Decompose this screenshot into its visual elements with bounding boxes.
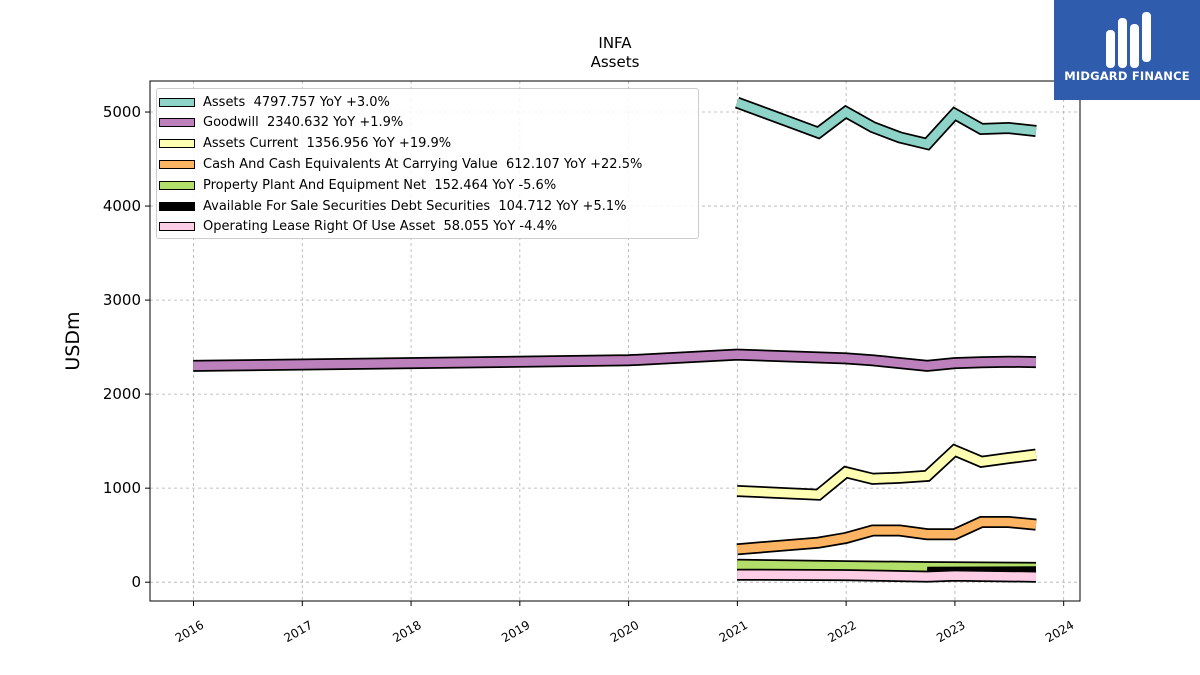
legend-item: Available For Sale Securities Debt Secur… bbox=[159, 196, 626, 216]
series-line bbox=[193, 350, 1037, 371]
chart-legend: Assets 4797.757 YoY +3.0% Goodwill 2340.6… bbox=[156, 88, 699, 239]
legend-label: Available For Sale Securities Debt Secur… bbox=[203, 198, 627, 214]
series-cash-and-cash-equivalents-at-carrying-value bbox=[736, 516, 1037, 556]
series-assets bbox=[735, 96, 1037, 151]
series-line bbox=[737, 570, 1037, 581]
legend-label: Operating Lease Right Of Use Asset 58.05… bbox=[203, 219, 558, 235]
x-tick-label: 2018 bbox=[390, 618, 423, 645]
legend-label: Assets Current 1356.956 YoY +19.9% bbox=[203, 136, 452, 152]
legend-swatch bbox=[159, 180, 195, 190]
y-axis-ticks: 0 1000 2000 3000 4000 5000 bbox=[103, 103, 150, 591]
x-tick-label: 2022 bbox=[825, 618, 858, 645]
legend-label: Property Plant And Equipment Net 152.464… bbox=[203, 177, 557, 193]
y-tick-label: 3000 bbox=[103, 291, 141, 309]
y-axis-label: USDm bbox=[62, 311, 84, 370]
series-layer bbox=[193, 96, 1037, 583]
series-line bbox=[736, 445, 1037, 500]
x-tick-label: 2016 bbox=[173, 618, 206, 645]
legend-swatch bbox=[159, 118, 195, 128]
y-tick-label: 5000 bbox=[103, 103, 141, 121]
series-line bbox=[735, 98, 1037, 149]
legend-swatch bbox=[159, 139, 195, 149]
chart-title: INFA bbox=[598, 34, 632, 52]
legend-item: Assets 4797.757 YoY +3.0% bbox=[159, 92, 390, 112]
y-tick-label: 0 bbox=[131, 573, 141, 591]
series-assets-current bbox=[736, 443, 1037, 501]
series-operating-lease-right-of-use-asset bbox=[737, 568, 1037, 583]
legend-swatch bbox=[159, 97, 195, 107]
brand-name: MIDGARD FINANCE bbox=[1064, 69, 1190, 83]
legend-swatch bbox=[159, 159, 195, 169]
y-tick-label: 4000 bbox=[103, 197, 141, 215]
x-tick-label: 2019 bbox=[499, 618, 532, 645]
series-goodwill bbox=[193, 348, 1037, 372]
y-tick-label: 2000 bbox=[103, 385, 141, 403]
legend-swatch bbox=[159, 201, 195, 211]
legend-item: Property Plant And Equipment Net 152.464… bbox=[159, 175, 556, 195]
legend-label: Goodwill 2340.632 YoY +1.9% bbox=[203, 115, 404, 131]
x-tick-label: 2017 bbox=[282, 618, 315, 645]
x-tick-label: 2020 bbox=[608, 618, 641, 645]
x-tick-label: 2021 bbox=[717, 618, 750, 645]
x-tick-label: 2023 bbox=[934, 618, 967, 645]
brand-logo: MIDGARD FINANCE bbox=[1054, 0, 1200, 100]
brand-mark-icon bbox=[1106, 12, 1151, 68]
plot-area-frame bbox=[149, 80, 1081, 602]
legend-swatch bbox=[159, 222, 195, 232]
legend-item: Operating Lease Right Of Use Asset 58.05… bbox=[159, 217, 557, 237]
legend-item: Goodwill 2340.632 YoY +1.9% bbox=[159, 113, 403, 133]
x-axis-ticks: 2016 2017 2018 2019 2020 2021 2022 2023 2024 bbox=[173, 601, 1076, 645]
legend-item: Assets Current 1356.956 YoY +19.9% bbox=[159, 134, 451, 154]
legend-item: Cash And Cash Equivalents At Carrying Va… bbox=[159, 154, 642, 174]
legend-label: Assets 4797.757 YoY +3.0% bbox=[203, 94, 390, 110]
legend-label: Cash And Cash Equivalents At Carrying Va… bbox=[203, 156, 643, 172]
chart-subtitle: Assets bbox=[591, 53, 640, 71]
y-tick-label: 1000 bbox=[103, 479, 141, 497]
x-tick-label: 2024 bbox=[1043, 618, 1076, 645]
series-line bbox=[736, 517, 1037, 554]
